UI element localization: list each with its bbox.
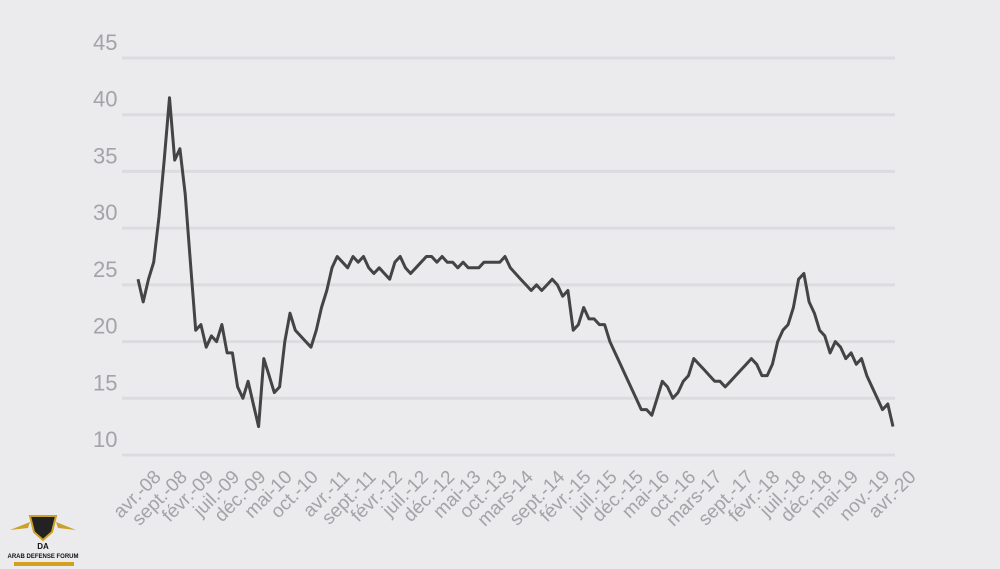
logo-shield — [28, 515, 58, 542]
logo-wings — [10, 522, 76, 530]
y-tick-label: 35 — [93, 143, 117, 168]
y-tick-label: 40 — [93, 87, 117, 112]
y-tick-label: 20 — [93, 314, 117, 339]
y-tick-label: 10 — [93, 427, 117, 452]
logo-text: ARAB DEFENSE FORUM — [7, 554, 78, 560]
y-tick-label: 15 — [93, 370, 117, 395]
logo-bar — [14, 562, 74, 566]
y-tick-label: 30 — [93, 200, 117, 225]
y-tick-label: 25 — [93, 257, 117, 282]
logo-mark: DA — [37, 542, 49, 551]
data-line — [136, 96, 895, 429]
y-tick-label: 45 — [93, 30, 117, 55]
watermark: DA ARAB DEFENSE FORUM — [7, 515, 79, 566]
